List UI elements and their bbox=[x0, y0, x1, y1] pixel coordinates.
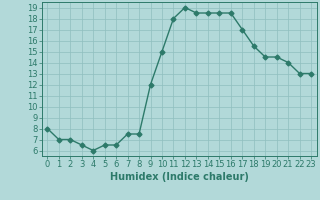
X-axis label: Humidex (Indice chaleur): Humidex (Indice chaleur) bbox=[110, 172, 249, 182]
